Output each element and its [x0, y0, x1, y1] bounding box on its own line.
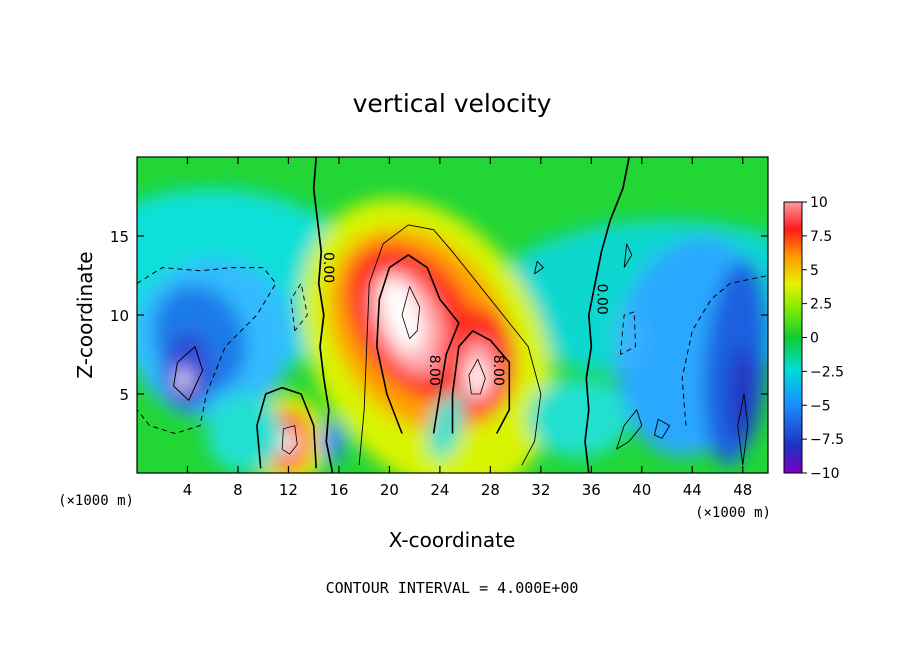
field-region [206, 394, 283, 473]
contour-label: 0.00 [320, 252, 336, 283]
contour-line [312, 157, 334, 473]
field-region [177, 368, 191, 391]
colorbar-tick-label: 5 [810, 263, 819, 279]
field-region [730, 346, 756, 442]
contour-line [584, 157, 631, 473]
contour-line [256, 386, 318, 469]
y-axis-label: Z-coordinate [73, 251, 97, 378]
colorbar-tick-label: 10 [810, 195, 828, 211]
contour-label: 8.00 [426, 355, 442, 386]
x-tick-label: 32 [531, 481, 550, 499]
colorbar-tick-label: −10 [810, 466, 840, 482]
field-region [616, 307, 642, 371]
colorbar-tick-label: 2.5 [810, 297, 832, 313]
x-tick-label: 28 [481, 481, 500, 499]
contour-line [358, 224, 542, 466]
colorbar-tick-label: −2.5 [810, 364, 844, 380]
field-region [468, 360, 487, 396]
contour-line [619, 311, 636, 355]
x-tick-label: 4 [183, 481, 193, 499]
contour-line [451, 330, 511, 434]
x-tick-label: 48 [733, 481, 752, 499]
velocity-field [137, 188, 768, 473]
plot-area: 0.00 0.00 8.00 8.00 [137, 157, 768, 473]
x-tick-label: 36 [582, 481, 601, 499]
contour-line [375, 254, 460, 434]
field-region [280, 430, 297, 456]
y-tick-label: 10 [110, 307, 129, 325]
colorbar-tick-label: −7.5 [810, 432, 844, 448]
contour-line [623, 243, 633, 268]
contour-line [653, 418, 671, 439]
x-unit-label-right: (×1000 m) [695, 505, 771, 521]
y-tick-label: 5 [119, 386, 129, 404]
field-region [528, 378, 630, 458]
contour-line [468, 358, 486, 395]
contour-line [534, 260, 544, 275]
contour-label: 0.00 [594, 284, 610, 315]
contour-line [137, 267, 277, 434]
x-ticks: 4 8 12 16 20 24 28 32 36 40 44 48 [183, 157, 752, 499]
x-tick-label: 44 [683, 481, 702, 499]
colorbar-tick-label: −5 [810, 398, 831, 414]
colorbar-tick-label: 0 [810, 331, 819, 347]
y-ticks: 5 10 15 [110, 228, 768, 404]
contour-interval-note: CONTOUR INTERVAL = 4.000E+00 [326, 579, 579, 597]
contour-labels: 0.00 0.00 8.00 8.00 [320, 252, 610, 386]
contour-label: 8.00 [490, 355, 506, 386]
x-tick-label: 16 [329, 481, 348, 499]
field-region [321, 420, 344, 462]
x-tick-label: 40 [632, 481, 651, 499]
x-tick-label: 20 [380, 481, 399, 499]
y-tick-label: 15 [110, 228, 129, 246]
contour-line [290, 282, 308, 332]
contour-line [681, 275, 768, 426]
contour-line [401, 286, 421, 339]
x-unit-label-left: (×1000 m) [58, 493, 134, 509]
x-tick-label: 24 [430, 481, 449, 499]
contour-line [616, 409, 643, 450]
contour-line [281, 425, 298, 455]
colorbar: 10 7.5 5 2.5 0 −2.5 −5 −7.5 −10 [783, 195, 844, 482]
x-tick-label: 12 [279, 481, 298, 499]
contour-lines [137, 157, 768, 473]
contour-line [173, 346, 204, 401]
colorbar-tick-label: 7.5 [810, 229, 832, 245]
x-tick-label: 8 [233, 481, 243, 499]
chart-title: vertical velocity [353, 89, 552, 118]
colorbar-ticks: 10 7.5 5 2.5 0 −2.5 −5 −7.5 −10 [802, 195, 844, 482]
x-axis-label: X-coordinate [389, 528, 516, 552]
colorbar-gradient [783, 201, 803, 474]
contour-line [737, 393, 749, 466]
